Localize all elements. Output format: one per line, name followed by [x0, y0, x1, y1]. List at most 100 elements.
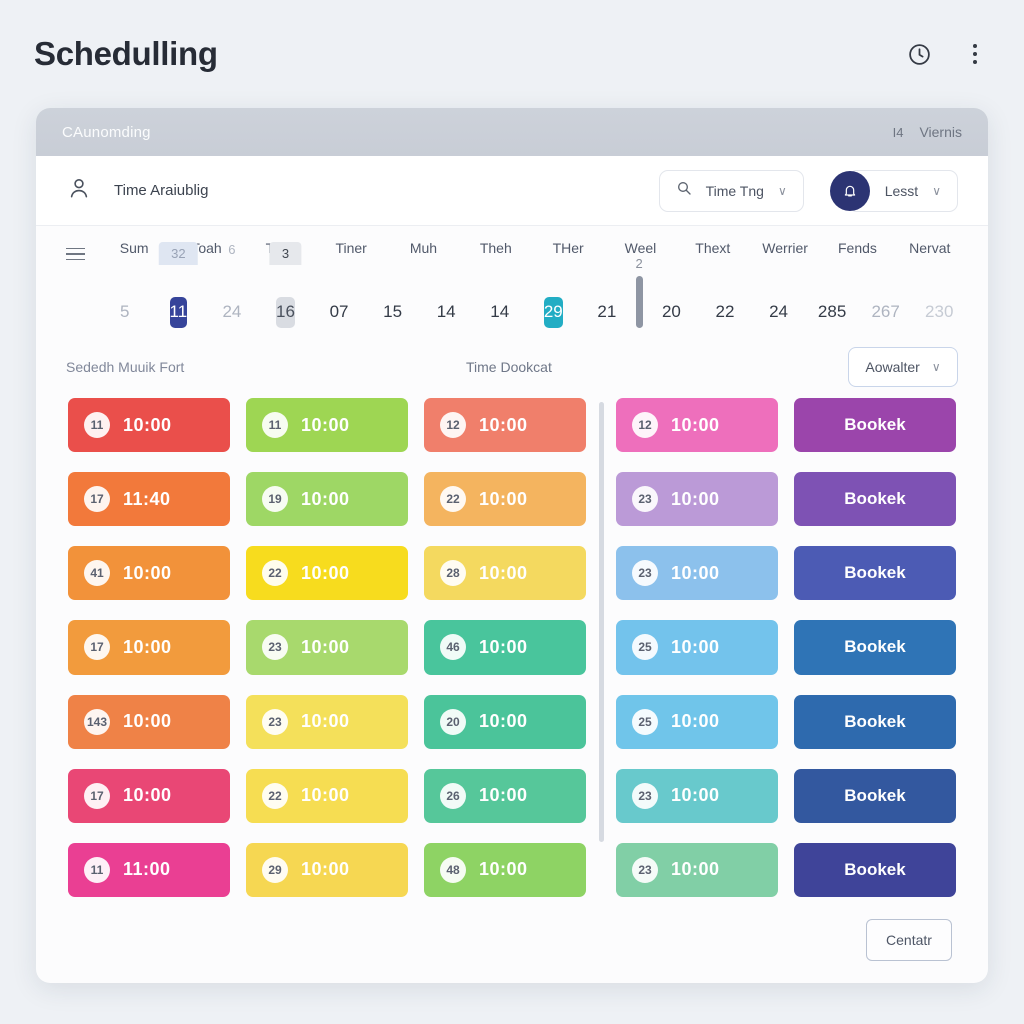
strip-divider-handle[interactable]: 2 [636, 256, 643, 328]
slot-card[interactable]: 20 10:00 [424, 694, 586, 749]
center-button[interactable]: Centatr [866, 919, 952, 961]
slot-badge: 11 [84, 856, 110, 883]
slot-card[interactable]: 23 10:00 [616, 768, 778, 823]
slot-card[interactable]: 22 10:00 [424, 472, 586, 527]
clock-icon[interactable] [904, 39, 934, 69]
day-label: Sum [119, 240, 149, 256]
slot-card[interactable]: 25 10:00 [616, 694, 778, 749]
slot-badge: 23 [262, 634, 288, 661]
day-cell[interactable]: 6 24 [205, 242, 259, 328]
slot-card[interactable]: 17 10:00 [68, 768, 230, 823]
slot-time: 10:00 [671, 785, 720, 806]
day-cell[interactable]: 14 [473, 270, 527, 328]
book-button[interactable]: Bookek [794, 398, 956, 453]
book-button[interactable]: Bookek [794, 620, 956, 675]
slot-badge: 23 [632, 856, 658, 883]
slot-grid: 11 10:00 17 11:40 41 10:00 17 10:00 143 … [36, 398, 988, 897]
bell-icon[interactable] [829, 170, 870, 211]
slot-card[interactable]: 17 11:40 [68, 472, 230, 527]
chevron-down-icon: ∨ [931, 360, 941, 374]
hamburger-icon[interactable] [58, 247, 98, 261]
slot-time: 10:00 [479, 785, 528, 806]
slot-time: 10:00 [671, 711, 720, 732]
book-button[interactable]: Bookek [794, 694, 956, 749]
book-button[interactable]: Bookek [794, 842, 956, 897]
day-cell-highlight[interactable]: 3 16 [259, 242, 313, 328]
slot-card[interactable]: 11 10:00 [246, 398, 408, 453]
day-cell[interactable]: 267 [859, 270, 913, 328]
slot-badge: 19 [262, 486, 288, 513]
day-cell[interactable]: 230 [912, 270, 966, 328]
slot-card[interactable]: 23 10:00 [246, 620, 408, 675]
kebab-menu-icon[interactable] [960, 39, 990, 69]
slot-badge: 17 [84, 634, 110, 661]
day-cell[interactable]: 22 [698, 270, 752, 328]
sub-select-value: Aowalter [865, 359, 920, 375]
slot-card[interactable]: 12 10:00 [424, 398, 586, 453]
day-number: 5 [120, 302, 130, 321]
slot-badge: 20 [440, 708, 466, 735]
day-ghost-label: 32 [159, 242, 198, 265]
slot-badge: 25 [632, 708, 658, 735]
slot-time: 10:00 [479, 414, 528, 435]
slot-card[interactable]: 22 10:00 [246, 768, 408, 823]
slot-card[interactable]: 11 10:00 [68, 398, 230, 453]
slot-badge: 143 [84, 708, 110, 735]
day-number: 29 [543, 297, 563, 328]
slot-card[interactable]: 26 10:00 [424, 768, 586, 823]
slot-card[interactable]: 25 10:00 [616, 620, 778, 675]
slot-card[interactable]: 23 10:00 [616, 842, 778, 897]
divider-label: 2 [635, 256, 643, 271]
day-cell[interactable]: 07 [312, 270, 366, 328]
slot-time: 10:00 [479, 562, 528, 583]
slot-card[interactable]: 143 10:00 [68, 694, 230, 749]
slot-card[interactable]: 48 10:00 [424, 842, 586, 897]
day-cell[interactable]: 21 [580, 270, 634, 328]
titlebar-label: CAunomding [62, 123, 151, 141]
day-cell-selected[interactable]: 32 11 [152, 242, 206, 328]
day-cell[interactable]: 14 [419, 270, 473, 328]
slot-card[interactable]: 28 10:00 [424, 546, 586, 601]
day-cell[interactable]: 285 [805, 270, 859, 328]
level-control-group: Lesst ∨ [829, 169, 958, 212]
user-block[interactable]: Time Araiublig [66, 175, 208, 206]
book-button[interactable]: Bookek [794, 472, 956, 527]
day-label: Toah [191, 240, 222, 256]
slot-card[interactable]: 41 10:00 [68, 546, 230, 601]
day-number: 267 [871, 302, 900, 321]
slot-card[interactable]: 22 10:00 [246, 546, 408, 601]
day-label: Thext [695, 240, 731, 256]
day-cell[interactable]: 5 [98, 270, 152, 328]
slot-card[interactable]: 17 10:00 [68, 620, 230, 675]
day-number: 24 [769, 302, 788, 321]
slot-card[interactable]: 29 10:00 [246, 842, 408, 897]
slot-badge: 28 [440, 560, 466, 587]
slot-card[interactable]: 23 10:00 [616, 546, 778, 601]
day-number: 14 [436, 302, 456, 321]
slot-badge: 41 [84, 560, 110, 587]
slot-card[interactable]: 19 10:00 [246, 472, 408, 527]
slot-time: 11:40 [123, 488, 171, 509]
day-cell-today[interactable]: 29 [527, 270, 581, 328]
page-header: Schedulling [0, 0, 1024, 108]
slot-card[interactable]: 12 10:00 [616, 398, 778, 453]
slot-card[interactable]: 46 10:00 [424, 620, 586, 675]
grid-scrollbar[interactable] [598, 398, 604, 897]
book-button[interactable]: Bookek [794, 768, 956, 823]
day-cell[interactable]: 20 [645, 270, 699, 328]
day-cell[interactable]: 15 [366, 270, 420, 328]
column-2: 11 10:00 19 10:00 22 10:00 23 10:00 23 1… [238, 398, 416, 897]
book-button[interactable]: Bookek [794, 546, 956, 601]
slot-card[interactable]: 23 10:00 [246, 694, 408, 749]
slot-card[interactable]: 11 11:00 [68, 842, 230, 897]
day-label: THer [552, 240, 584, 256]
slot-badge: 22 [262, 560, 288, 587]
day-cell[interactable]: 24 [752, 270, 806, 328]
column-4: 12 10:00 23 10:00 23 10:00 25 10:00 25 1… [608, 398, 786, 897]
slot-card[interactable]: 23 10:00 [616, 472, 778, 527]
sub-select[interactable]: Aowalter ∨ [848, 347, 958, 387]
slot-badge: 23 [632, 782, 658, 809]
day-number: 11 [169, 297, 188, 328]
search-input[interactable]: Time Tng ∨ [658, 169, 804, 212]
slot-badge: 23 [632, 486, 658, 513]
